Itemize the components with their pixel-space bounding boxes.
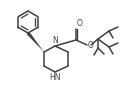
Text: N: N bbox=[52, 36, 58, 45]
Text: O: O bbox=[88, 41, 94, 50]
Text: O: O bbox=[77, 19, 83, 28]
Text: HN: HN bbox=[49, 74, 61, 82]
Polygon shape bbox=[27, 32, 44, 52]
